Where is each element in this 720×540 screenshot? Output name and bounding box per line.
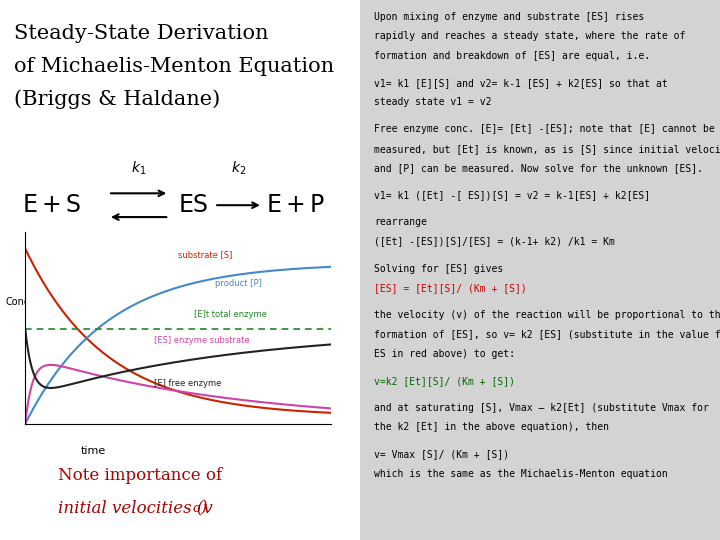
Text: v= Vmax [S]/ (Km + [S]): v= Vmax [S]/ (Km + [S]) [374,449,510,460]
Text: Free enzyme conc. [E]= [Et] -[ES]; note that [E] cannot be: Free enzyme conc. [E]= [Et] -[ES]; note … [374,124,715,134]
Text: steady state v1 = v2: steady state v1 = v2 [374,97,492,107]
Text: rapidly and reaches a steady state, where the rate of: rapidly and reaches a steady state, wher… [374,31,685,42]
Text: $\rm E + S$: $\rm E + S$ [22,194,81,217]
Text: product [P]: product [P] [215,279,262,288]
Text: which is the same as the Michaelis-Menton equation: which is the same as the Michaelis-Mento… [374,469,668,479]
Text: v1= k1 [E][S] and v2= k-1 [ES] + k2[ES] so that at: v1= k1 [E][S] and v2= k-1 [ES] + k2[ES] … [374,78,668,88]
Text: rearrange: rearrange [374,217,427,227]
Text: Upon mixing of enzyme and substrate [ES] rises: Upon mixing of enzyme and substrate [ES]… [374,12,644,22]
Text: the k2 [Et] in the above equation), then: the k2 [Et] in the above equation), then [374,422,609,433]
Text: [ES] enzyme substrate: [ES] enzyme substrate [153,336,249,346]
Text: and [P] can be measured. Now solve for the unknown [ES].: and [P] can be measured. Now solve for t… [374,163,703,173]
Text: measured, but [Et] is known, as is [S] since initial velocities,: measured, but [Et] is known, as is [S] s… [374,144,720,154]
Text: time: time [81,446,107,456]
Text: [ES] = [Et][S]/ (Km + [S]): [ES] = [Et][S]/ (Km + [S]) [374,283,527,293]
Text: ES in red above) to get:: ES in red above) to get: [374,349,516,359]
Text: Steady-State Derivation: Steady-State Derivation [14,24,269,43]
Text: the velocity (v) of the reaction will be proportional to the: the velocity (v) of the reaction will be… [374,310,720,320]
Text: [E]t total enzyme: [E]t total enzyme [194,309,266,319]
Text: of Michaelis-Menton Equation: of Michaelis-Menton Equation [14,57,335,76]
Text: $k_2$: $k_2$ [231,160,246,177]
Text: ([Et] -[ES])[S]/[ES] = (k-1+ k2) /k1 = Km: ([Et] -[ES])[S]/[ES] = (k-1+ k2) /k1 = K… [374,237,616,247]
Text: formation of [ES], so v= k2 [ES] (substitute in the value for: formation of [ES], so v= k2 [ES] (substi… [374,329,720,340]
Text: Conc.: Conc. [6,298,32,307]
Text: substrate [S]: substrate [S] [179,250,233,259]
Text: [E] free enzyme: [E] free enzyme [153,379,221,388]
Text: $k_{-1}$: $k_{-1}$ [127,233,150,251]
Text: $\rm E + P$: $\rm E + P$ [266,194,326,217]
Text: formation and breakdown of [ES] are equal, i.e.: formation and breakdown of [ES] are equa… [374,51,651,61]
Text: ): ) [200,500,207,516]
Text: $\rm ES$: $\rm ES$ [179,194,209,217]
Text: Solving for [ES] gives: Solving for [ES] gives [374,264,504,274]
Text: initial velocities (v: initial velocities (v [58,500,212,516]
Text: and at saturating [S], Vmax – k2[Et] (substitute Vmax for: and at saturating [S], Vmax – k2[Et] (su… [374,403,709,413]
Text: v=k2 [Et][S]/ (Km + [S]): v=k2 [Et][S]/ (Km + [S]) [374,376,516,386]
Text: Note importance of: Note importance of [58,467,222,484]
Text: (Briggs & Haldane): (Briggs & Haldane) [14,89,220,109]
Text: v1= k1 ([Et] -[ ES])[S] = v2 = k-1[ES] + k2[ES]: v1= k1 ([Et] -[ ES])[S] = v2 = k-1[ES] +… [374,190,651,200]
Text: o: o [193,502,200,515]
Text: $k_1$: $k_1$ [131,160,146,177]
